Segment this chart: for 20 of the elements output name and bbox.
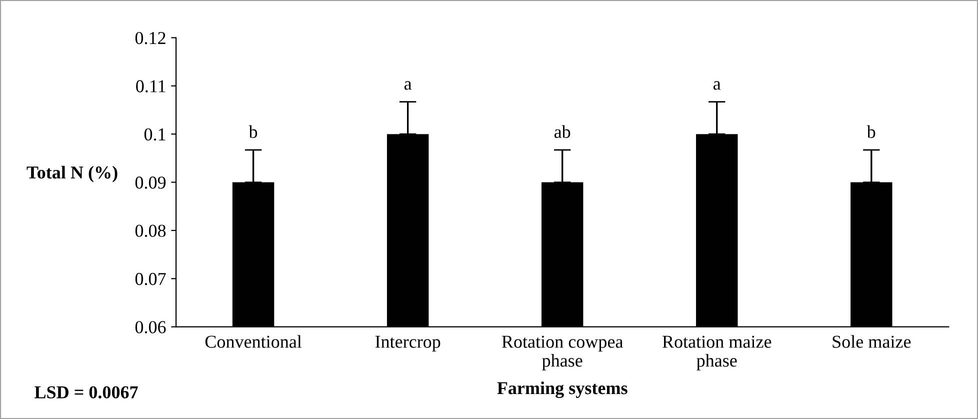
annotation: a: [714, 81, 721, 90]
x-axis-title: Farming systems: [497, 382, 628, 398]
y-axis-title: Total N (%): [26, 166, 118, 182]
annotation: a: [404, 81, 412, 90]
y-tick-label: 0.08: [135, 224, 166, 237]
annotation: ab: [554, 125, 570, 138]
x-tick-label: Intercrop: [375, 336, 440, 352]
y-tick-label: 0.11: [136, 80, 166, 92]
y-tick-label: 0.09: [135, 176, 166, 189]
x-tick-label: Conventional: [205, 335, 302, 348]
x-tick-label: Rotation maize phase: [662, 336, 772, 370]
y-tick-label: 0.1: [144, 128, 166, 141]
annotation: b: [866, 125, 876, 138]
x-tick-label: Rotation cowpea phase: [502, 336, 624, 370]
annotation: b: [248, 125, 258, 138]
y-tick-label: 0.07: [135, 272, 166, 286]
text: LSD = 0.0067: [34, 386, 138, 398]
x-tick-label: Sole maize: [832, 335, 911, 348]
y-tick-label: 0.12: [135, 32, 166, 44]
y-tick-label: 0.06: [135, 321, 166, 334]
